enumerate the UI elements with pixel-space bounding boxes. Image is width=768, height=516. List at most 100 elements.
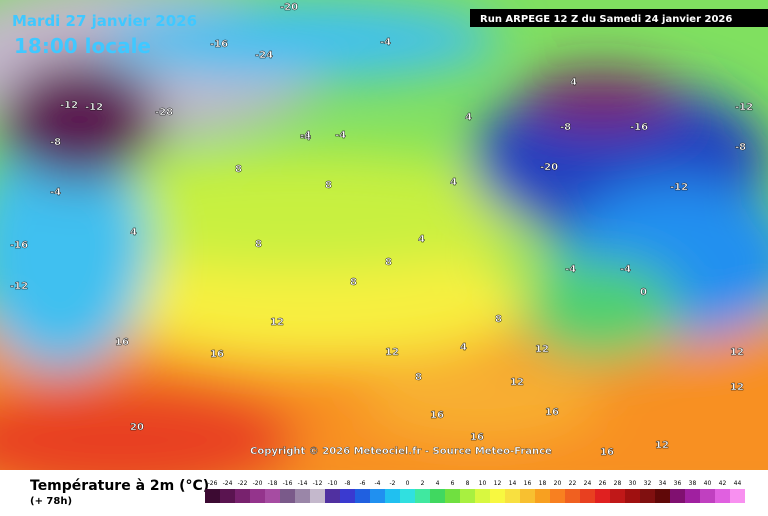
temperature-label: 8 — [235, 164, 242, 175]
scale-cell — [535, 489, 550, 503]
temperature-label: -24 — [255, 50, 273, 61]
temperature-label: 12 — [270, 317, 284, 328]
scale-label: 26 — [599, 480, 607, 487]
scale-cell — [415, 489, 430, 503]
date: Mardi 27 janvier 2026 — [12, 12, 197, 30]
temperature-label: 16 — [430, 410, 444, 421]
scale-cell — [370, 489, 385, 503]
scale-cell — [235, 489, 250, 503]
scale-cell — [655, 489, 670, 503]
scale-label: -8 — [345, 480, 351, 487]
temperature-label: -4 — [565, 264, 576, 275]
scale-cell — [670, 489, 685, 503]
temperature-label: 4 — [570, 77, 577, 88]
temperature-label: 16 — [600, 447, 614, 458]
temperature-label: -8 — [560, 122, 571, 133]
temperature-label: 16 — [470, 432, 484, 443]
temperature-label: -4 — [300, 132, 311, 143]
temperature-label: -12 — [10, 281, 28, 292]
scale-cell — [715, 489, 730, 503]
temperature-label: 8 — [415, 372, 422, 383]
scale-cell — [490, 489, 505, 503]
temperature-label: 16 — [545, 407, 559, 418]
temperature-label: -16 — [10, 240, 28, 251]
scale-cell — [400, 489, 415, 503]
temperature-label: 8 — [325, 180, 332, 191]
lead-time: (+ 78h) — [30, 496, 72, 507]
scale-cell — [595, 489, 610, 503]
temperature-label: 12 — [730, 347, 744, 358]
scale-cell — [310, 489, 325, 503]
temperature-label: -12 — [735, 102, 753, 113]
scale-label: -26 — [208, 480, 218, 487]
temperature-label: 20 — [130, 422, 144, 433]
temperature-label: 8 — [255, 239, 262, 250]
temperature-label: 12 — [535, 344, 549, 355]
scale-label: 0 — [406, 480, 410, 487]
scale-label: -22 — [238, 480, 248, 487]
scale-cell — [610, 489, 625, 503]
temperature-label: -16 — [210, 39, 228, 50]
map-labels: -20 -16 -24 -28 -12 -8 -4 -12 -16 -4 -4 -20 -12 -8 -4 4… — [10, 2, 754, 458]
scale-cell — [505, 489, 520, 503]
scale-label: -14 — [298, 480, 308, 487]
scale-label: 22 — [569, 480, 577, 487]
scale-label: 8 — [466, 480, 470, 487]
temperature-label: 12 — [655, 440, 669, 451]
scale-label: 30 — [629, 480, 637, 487]
scale-cell — [430, 489, 445, 503]
scale-label: -20 — [253, 480, 263, 487]
scale-cell — [580, 489, 595, 503]
scale-cell — [460, 489, 475, 503]
scale-cell — [565, 489, 580, 503]
color-scale: -26 -24 -22 -20 -18 -16 -14 -12 -10 -8 -6 -4 -2 0 2 4 6 8… — [205, 480, 745, 503]
run-info: Run ARPEGE 12 Z du Samedi 24 janvier 202… — [480, 14, 732, 25]
temperature-label: -12 — [670, 182, 688, 193]
temperature-label: 12 — [510, 377, 524, 388]
scale-label: 6 — [451, 480, 455, 487]
temperature-label: 16 — [210, 349, 224, 360]
temperature-label: -4 — [300, 130, 311, 141]
scale-label: 12 — [494, 480, 502, 487]
scale-label: 38 — [689, 480, 697, 487]
scale-label: 2 — [421, 480, 425, 487]
scale-cell — [475, 489, 490, 503]
scale-label: 32 — [644, 480, 652, 487]
temperature-label: -12 — [85, 102, 103, 113]
scale-cell — [625, 489, 640, 503]
temperature-label: -4 — [50, 187, 61, 198]
temperature-label: -4 — [380, 37, 391, 48]
temperature-label: -16 — [630, 122, 648, 133]
scale-cell — [220, 489, 235, 503]
temperature-label: 4 — [450, 177, 457, 188]
temperature-label: 0 — [640, 287, 647, 298]
scale-label: -10 — [328, 480, 338, 487]
temperature-label: 4 — [418, 234, 425, 245]
temperature-label: -8 — [735, 142, 746, 153]
time: 18:00 locale — [14, 34, 151, 58]
scale-cell — [385, 489, 400, 503]
temperature-label: 8 — [350, 277, 357, 288]
scale-label: -6 — [360, 480, 366, 487]
temperature-label: 8 — [495, 314, 502, 325]
temperature-label: -20 — [540, 162, 558, 173]
temperature-label: 4 — [460, 342, 467, 353]
temperature-label: -8 — [50, 137, 61, 148]
scale-label: 44 — [734, 480, 742, 487]
scale-cell — [730, 489, 745, 503]
scale-label: 4 — [436, 480, 440, 487]
scale-cell — [520, 489, 535, 503]
scale-label: -12 — [313, 480, 323, 487]
scale-label: -24 — [223, 480, 233, 487]
temperature-label: 16 — [115, 337, 129, 348]
temperature-label: -28 — [155, 107, 173, 118]
copyright: Copyright © 2026 Meteociel.fr - Source M… — [250, 446, 552, 457]
scale-label: -18 — [268, 480, 278, 487]
scale-label: 14 — [509, 480, 517, 487]
temperature-label: 4 — [130, 227, 137, 238]
scale-label: -16 — [283, 480, 293, 487]
temperature-label: -4 — [335, 130, 346, 141]
temperature-label: 8 — [385, 257, 392, 268]
